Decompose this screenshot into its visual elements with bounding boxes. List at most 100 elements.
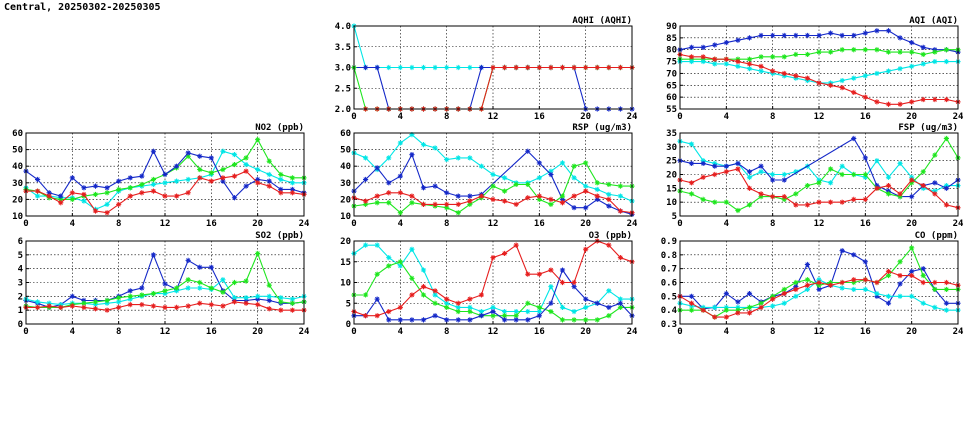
data-point — [490, 308, 496, 315]
data-point — [920, 44, 926, 50]
data-point — [374, 64, 380, 71]
data-point — [208, 178, 214, 184]
data-point — [243, 183, 249, 189]
data-point — [501, 308, 508, 315]
data-point — [897, 35, 903, 41]
series-blue — [351, 267, 635, 323]
data-point — [920, 61, 926, 67]
data-point — [444, 317, 450, 323]
data-point — [723, 61, 729, 67]
data-point — [525, 271, 531, 277]
data-point — [943, 182, 950, 189]
data-point — [525, 148, 531, 154]
data-point — [455, 210, 461, 216]
data-point — [58, 304, 64, 310]
x-tick-label: 0 — [351, 219, 356, 229]
data-point — [712, 304, 718, 310]
data-point — [81, 198, 87, 204]
data-point — [374, 242, 380, 248]
data-point — [932, 180, 938, 186]
data-point — [69, 303, 75, 309]
x-tick-label: 12 — [160, 327, 171, 337]
x-tick-label: 20 — [580, 112, 591, 122]
data-point — [583, 296, 589, 302]
x-tick-label: 20 — [906, 112, 917, 122]
data-point — [712, 160, 718, 167]
data-point — [444, 304, 450, 310]
data-point — [804, 75, 811, 81]
data-point — [432, 64, 438, 71]
series-blue — [677, 28, 961, 55]
data-point — [46, 190, 52, 196]
data-point — [92, 208, 99, 214]
x-tick-label: 4 — [398, 327, 404, 337]
data-point — [467, 317, 473, 323]
data-point — [770, 177, 776, 183]
data-point — [525, 181, 531, 188]
data-point — [278, 186, 284, 193]
data-point — [758, 54, 764, 60]
data-point — [897, 49, 903, 55]
data-point — [909, 40, 915, 46]
data-point — [197, 285, 203, 291]
data-point — [885, 28, 892, 34]
y-tick-label: 20 — [666, 171, 677, 181]
data-point — [289, 296, 296, 302]
data-point — [104, 210, 110, 216]
data-point — [525, 308, 531, 315]
data-point — [231, 151, 238, 158]
data-point — [839, 248, 845, 254]
data-point — [173, 163, 180, 169]
data-point — [173, 285, 180, 291]
data-point — [397, 190, 403, 196]
data-point — [932, 286, 938, 293]
data-point — [816, 180, 822, 186]
data-point — [478, 292, 485, 298]
data-point — [688, 141, 695, 147]
chart-title: AQI (AQI) — [909, 16, 958, 26]
data-point — [735, 207, 741, 214]
data-point — [688, 160, 695, 167]
data-point — [559, 304, 566, 310]
plot-frame — [25, 132, 305, 217]
x-tick-label: 8 — [770, 327, 775, 337]
data-point — [104, 185, 110, 191]
data-point — [816, 199, 822, 205]
data-point — [266, 293, 272, 299]
data-point — [793, 32, 799, 39]
data-point — [839, 163, 845, 169]
data-point — [432, 300, 438, 306]
data-point — [467, 193, 473, 199]
data-point — [909, 63, 915, 69]
data-point — [617, 208, 624, 214]
data-point — [816, 277, 822, 283]
data-point — [104, 190, 110, 196]
data-point — [58, 200, 64, 206]
x-tick-label: 16 — [206, 219, 217, 229]
series-cyan — [351, 242, 635, 315]
x-tick-label: 20 — [252, 219, 263, 229]
data-point — [150, 188, 157, 194]
series-green — [351, 259, 635, 323]
x-tick-label: 0 — [351, 327, 356, 337]
data-point — [862, 277, 868, 283]
data-point — [735, 37, 741, 43]
data-point — [723, 199, 729, 205]
data-point — [897, 160, 903, 167]
data-point — [735, 310, 741, 316]
data-point — [173, 304, 180, 310]
data-point — [943, 58, 950, 65]
data-point — [606, 242, 612, 248]
data-point — [827, 199, 834, 205]
data-point — [862, 73, 868, 79]
data-point — [490, 171, 496, 178]
data-point — [851, 75, 857, 81]
data-point — [455, 304, 461, 310]
plot-frame — [679, 25, 959, 110]
data-point — [839, 171, 845, 178]
data-point — [231, 279, 238, 286]
data-point — [46, 193, 52, 199]
data-point — [862, 259, 868, 265]
data-point — [723, 56, 729, 62]
